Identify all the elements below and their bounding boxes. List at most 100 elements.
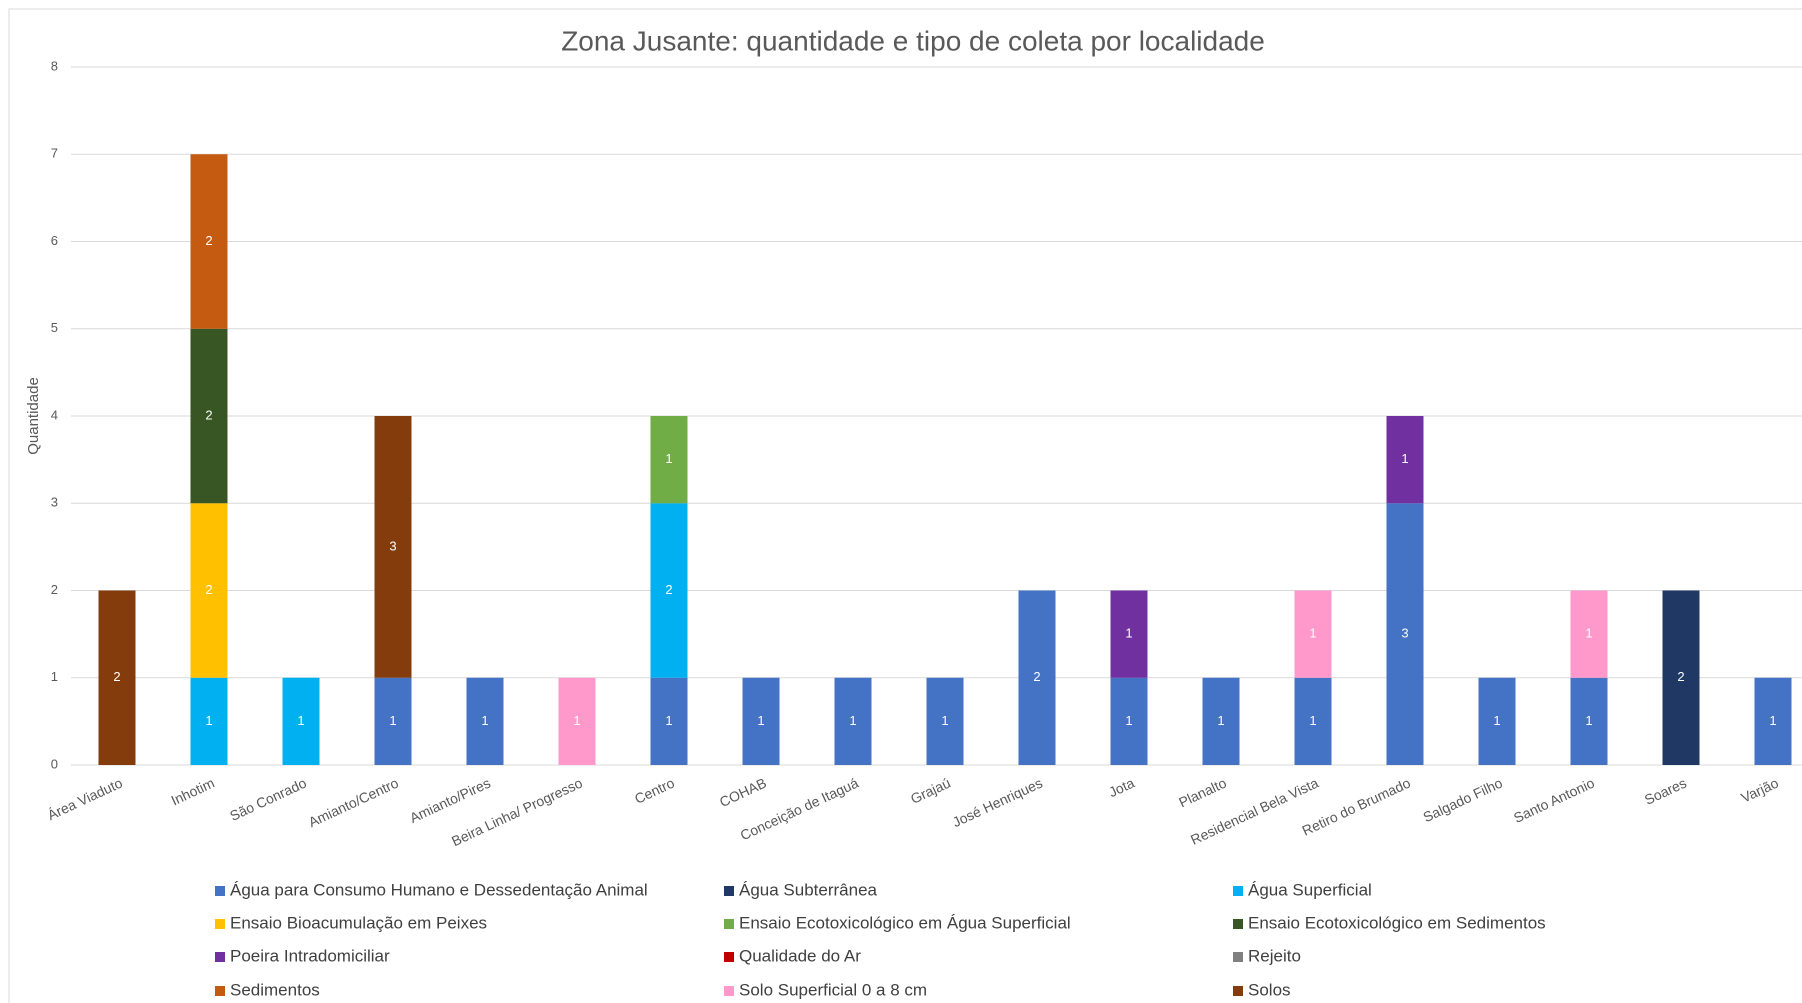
value-label: 1 (1585, 713, 1592, 728)
x-tick-label: Inhotim (168, 775, 216, 809)
value-label: 1 (481, 713, 488, 728)
bar-segment (650, 677, 688, 765)
legend-swatch (215, 986, 225, 996)
value-label: 1 (297, 713, 304, 728)
legend-label: Solos (1248, 980, 1291, 999)
value-label: 2 (205, 233, 212, 248)
x-tick-label: Jota (1106, 774, 1137, 800)
bar-segment (1478, 677, 1516, 765)
bar-segment (1110, 677, 1148, 765)
value-label: 2 (205, 407, 212, 422)
value-label: 1 (1309, 626, 1316, 641)
y-tick-label: 7 (51, 146, 58, 161)
chart-frame (8, 8, 1802, 1003)
bar-segment (282, 677, 320, 765)
legend-swatch (1233, 886, 1243, 896)
x-tick-label: Amianto/Centro (306, 774, 401, 830)
x-tick-label: José Henriques (950, 775, 1045, 831)
legend-label: Solo Superficial 0 a 8 cm (739, 980, 927, 999)
bar-segment (1294, 677, 1332, 765)
legend-swatch (215, 952, 225, 962)
value-label: 1 (1217, 713, 1224, 728)
value-label: 1 (1769, 713, 1776, 728)
value-label: 1 (941, 713, 948, 728)
value-label: 3 (1401, 626, 1408, 641)
value-label: 1 (1125, 626, 1132, 641)
legend-swatch (1233, 986, 1243, 996)
bar-segment (98, 590, 136, 765)
legend-label: Ensaio Ecotoxicológico em Sedimentos (1248, 913, 1546, 932)
bar-segment (926, 677, 964, 765)
x-tick-label: COHAB (717, 775, 769, 811)
bar-segment (1570, 590, 1608, 678)
y-tick-label: 3 (51, 495, 58, 510)
bar-segment (374, 416, 412, 678)
value-label: 1 (849, 713, 856, 728)
legend-swatch (215, 919, 225, 929)
x-tick-label: Centro (632, 774, 677, 806)
bar-segment (650, 416, 688, 504)
bar-segment (1662, 590, 1700, 765)
bar-segment (1018, 590, 1056, 765)
legend-label: Água Superficial (1248, 880, 1372, 899)
legend-label: Ensaio Bioacumulação em Peixes (230, 913, 487, 932)
legend-label: Água Subterrânea (739, 880, 878, 899)
bar-segment (1386, 503, 1424, 765)
bar-segment (834, 677, 872, 765)
value-label: 1 (205, 713, 212, 728)
value-label: 1 (389, 713, 396, 728)
value-label: 1 (665, 713, 672, 728)
bar-segment (190, 503, 228, 678)
y-tick-label: 4 (51, 407, 58, 422)
y-tick-label: 1 (51, 669, 58, 684)
value-label: 1 (1401, 451, 1408, 466)
chart-title: Zona Jusante: quantidade e tipo de colet… (561, 25, 1265, 56)
value-label: 1 (1585, 626, 1592, 641)
bar-segment (374, 677, 412, 765)
legend-swatch (724, 952, 734, 962)
y-axis-label: Quantidade (25, 377, 42, 455)
value-label: 2 (665, 582, 672, 597)
legend-label: Rejeito (1248, 946, 1301, 965)
value-label: 2 (1677, 669, 1684, 684)
bar-segment (742, 677, 780, 765)
x-tick-label: Santo Antonio (1511, 774, 1597, 825)
bar-segment (558, 677, 596, 765)
bar-segment (190, 677, 228, 765)
legend-label: Poeira Intradomiciliar (230, 946, 390, 965)
bar-segment (1754, 677, 1792, 765)
bar-segment (466, 677, 504, 765)
value-label: 1 (1493, 713, 1500, 728)
value-label: 1 (665, 451, 672, 466)
y-tick-label: 0 (51, 756, 58, 771)
value-label: 3 (389, 538, 396, 553)
x-tick-label: Amianto/Pires (407, 775, 493, 826)
value-label: 1 (573, 713, 580, 728)
y-tick-label: 6 (51, 233, 58, 248)
bar-segment (1110, 590, 1148, 678)
value-label: 2 (205, 582, 212, 597)
legend-swatch (1233, 919, 1243, 929)
value-label: 1 (1309, 713, 1316, 728)
bar-segment (1386, 416, 1424, 504)
legend-label: Água para Consumo Humano e Dessedentação… (230, 880, 648, 899)
legend-swatch (724, 886, 734, 896)
bar-segment (1570, 677, 1608, 765)
bar-segment (1202, 677, 1240, 765)
x-tick-label: Área Viaduto (45, 774, 125, 823)
bar-segment (1294, 590, 1332, 678)
legend-swatch (724, 986, 734, 996)
x-tick-label: Soares (1642, 775, 1689, 808)
legend-label: Ensaio Ecotoxicológico em Água Superfici… (739, 913, 1071, 932)
bar-segment (190, 154, 228, 329)
legend-label: Qualidade do Ar (739, 946, 861, 965)
x-tick-label: Planalto (1176, 774, 1229, 810)
value-label: 2 (113, 669, 120, 684)
legend-swatch (215, 886, 225, 896)
legend-swatch (1233, 952, 1243, 962)
value-label: 2 (1033, 669, 1040, 684)
x-tick-label: Grajaú (908, 775, 953, 807)
value-label: 1 (1125, 713, 1132, 728)
bar-segment (190, 328, 228, 504)
